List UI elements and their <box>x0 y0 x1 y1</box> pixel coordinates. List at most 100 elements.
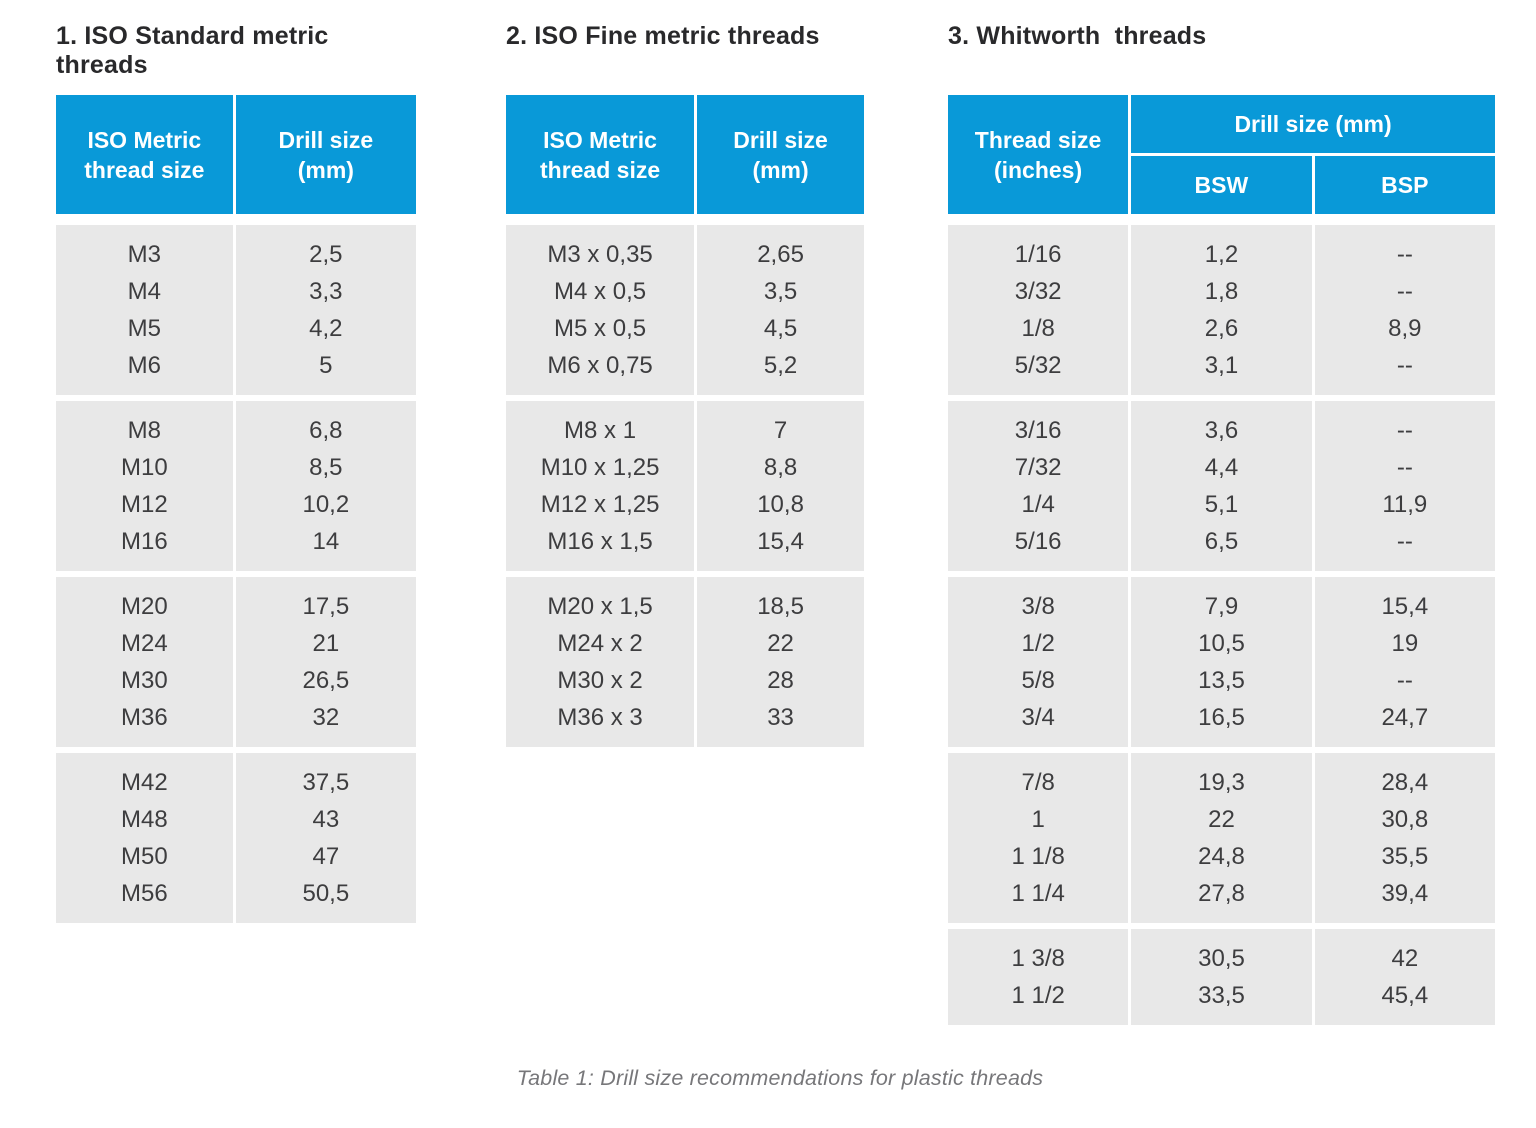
column-cell-block: 3/8 1/2 5/8 3/4 <box>948 577 1129 747</box>
iso-fine-table-header: ISO Metric thread size Drill size (mm) <box>506 95 864 214</box>
column-cell-block: 7/8 1 1 1/8 1 1/4 <box>948 753 1129 923</box>
table-cell: 37,5 <box>302 769 350 796</box>
header-cell-iso-metric-thread-size: ISO Metric thread size <box>56 95 233 214</box>
column-cell-block: 3,6 4,4 5,1 6,5 <box>1131 401 1312 571</box>
table-cell: M50 <box>121 843 168 870</box>
header-cell-iso-metric-thread-size: ISO Metric thread size <box>506 95 695 214</box>
table-cell: 3/8 <box>1021 593 1055 620</box>
column-cell-block: 2,5 3,3 4,2 5 <box>235 225 416 395</box>
table-cell: M3 <box>127 241 162 268</box>
table-cell: M20 x 1,5 <box>547 593 653 620</box>
table-cell: 30,5 <box>1198 945 1245 972</box>
iso-fine-table-title: 2. ISO Fine metric threads <box>506 22 820 50</box>
table-cell: -- <box>1396 417 1413 444</box>
column-cell-block: -- -- 8,9 -- <box>1314 225 1495 395</box>
column-cell-block: 7 8,8 10,8 15,4 <box>697 401 864 571</box>
table-cell: 16,5 <box>1198 704 1245 731</box>
table-cell: M8 x 1 <box>564 417 637 444</box>
header-cell-bsw: BSW <box>1131 156 1312 214</box>
table-cell: M4 x 0,5 <box>554 278 647 305</box>
whitworth-table-title: 3. Whitworth threads <box>948 22 1207 50</box>
table-cell: -- <box>1396 454 1413 481</box>
table-cell: 3,1 <box>1204 352 1239 379</box>
whitworth-table-body: 1/16 3/32 1/8 5/32 1,2 1,8 2,6 3,1 -- -- 8,9 -- 3/16… <box>948 225 1495 1025</box>
table-cell: 4,4 <box>1204 454 1239 481</box>
column-cell-block: 19,3 22 24,8 27,8 <box>1131 753 1312 923</box>
table-cell: -- <box>1396 528 1413 555</box>
column-cell-block: M8 x 1 M10 x 1,25 M12 x 1,25 M16 x 1,5 <box>506 401 695 571</box>
table-cell: 10,2 <box>302 491 350 518</box>
table-cell: 6,8 <box>309 417 343 444</box>
table-cell: 33 <box>767 704 794 731</box>
table-cell: M36 x 3 <box>557 704 643 731</box>
table-cell: M3 x 0,35 <box>547 241 653 268</box>
table-cell: 47 <box>312 843 340 870</box>
row-group: 3/8 1/2 5/8 3/4 7,9 10,5 13,5 16,5 15,4 19 -- 24,7 <box>948 577 1495 747</box>
row-group: 1/16 3/32 1/8 5/32 1,2 1,8 2,6 3,1 -- -- 8,9 -- <box>948 225 1495 395</box>
table-cell: -- <box>1396 241 1413 268</box>
table-cell: 1/4 <box>1021 491 1055 518</box>
table-cell: M48 <box>121 806 168 833</box>
table-cell: M24 <box>121 630 168 657</box>
table-cell: M5 <box>127 315 162 342</box>
table-cell: 22 <box>767 630 794 657</box>
column-cell-block: 1,2 1,8 2,6 3,1 <box>1131 225 1312 395</box>
column-cell-block: M20 M24 M30 M36 <box>56 577 233 747</box>
table-cell: M6 <box>127 352 162 379</box>
table-cell: 11,9 <box>1382 491 1428 518</box>
table-cell: 42 <box>1391 945 1419 972</box>
table-cell: M6 x 0,75 <box>547 352 653 379</box>
row-group: M3 M4 M5 M6 2,5 3,3 4,2 5 <box>56 225 416 395</box>
table-cell: M16 <box>121 528 168 555</box>
header-cell-drill-size-mm: Drill size (mm) <box>697 95 864 214</box>
iso-standard-table-header: ISO Metric thread size Drill size (mm) <box>56 95 416 214</box>
table-cell: 2,5 <box>309 241 343 268</box>
table-cell: 10,5 <box>1198 630 1245 657</box>
column-cell-block: 6,8 8,5 10,2 14 <box>235 401 416 571</box>
column-cell-block: M3 x 0,35 M4 x 0,5 M5 x 0,5 M6 x 0,75 <box>506 225 695 395</box>
table-cell: 19,3 <box>1198 769 1245 796</box>
table-cell: 45,4 <box>1381 982 1429 1009</box>
table-cell: 27,8 <box>1198 880 1245 907</box>
table-cell: 1 3/8 <box>1011 945 1065 972</box>
table-cell: M8 <box>127 417 162 444</box>
table-cell: 32 <box>312 704 340 731</box>
column-cell-block: 28,4 30,8 35,5 39,4 <box>1314 753 1495 923</box>
table-cell: 7/32 <box>1014 454 1062 481</box>
table-cell: 22 <box>1208 806 1235 833</box>
table-cell: 8,5 <box>309 454 343 481</box>
column-cell-block: M42 M48 M50 M56 <box>56 753 233 923</box>
row-group: M3 x 0,35 M4 x 0,5 M5 x 0,5 M6 x 0,75 2,65 3,… <box>506 225 864 395</box>
whitworth-table-header: Thread size (inches) Drill size (mm) BSW… <box>948 95 1495 214</box>
header-cell-drill-size-mm-span: Drill size (mm) <box>1131 95 1495 153</box>
table-cell: M56 <box>121 880 168 907</box>
row-group: 3/16 7/32 1/4 5/16 3,6 4,4 5,1 6,5 -- -- 11,9 -- <box>948 401 1495 571</box>
table-cell: 1/2 <box>1021 630 1055 657</box>
row-group: M42 M48 M50 M56 37,5 43 47 50,5 <box>56 753 416 923</box>
table-cell: 5/16 <box>1014 528 1062 555</box>
table-cell: 2,65 <box>757 241 804 268</box>
column-cell-block: M20 x 1,5 M24 x 2 M30 x 2 M36 x 3 <box>506 577 695 747</box>
table-cell: M4 <box>127 278 162 305</box>
table-cell: 3,5 <box>763 278 798 305</box>
table-cell: 24,8 <box>1198 843 1245 870</box>
sub-header-row: BSW BSP <box>1131 156 1495 214</box>
table-cell: M30 x 2 <box>557 667 643 694</box>
header-cell-bsp: BSP <box>1314 156 1495 214</box>
table-cell: 50,5 <box>302 880 350 907</box>
table-cell: 5,1 <box>1204 491 1239 518</box>
table-cell: 7 <box>773 417 788 444</box>
table-cell: 3,3 <box>309 278 343 305</box>
header-cell-thread-size-inches: Thread size (inches) <box>948 95 1129 214</box>
table-cell: 1 1/8 <box>1011 843 1065 870</box>
column-cell-block: 30,5 33,5 <box>1131 929 1312 1025</box>
table-cell: 7,9 <box>1204 593 1239 620</box>
table-cell: 43 <box>312 806 340 833</box>
table-cell: 3/32 <box>1014 278 1062 305</box>
column-cell-block: 15,4 19 -- 24,7 <box>1314 577 1495 747</box>
table-cell: 8,9 <box>1388 315 1422 342</box>
column-cell-block: 18,5 22 28 33 <box>697 577 864 747</box>
column-cell-block: 37,5 43 47 50,5 <box>235 753 416 923</box>
whitworth-table: 3. Whitworth threads Thread size (inches… <box>948 22 1495 1031</box>
table-cell: M24 x 2 <box>557 630 643 657</box>
